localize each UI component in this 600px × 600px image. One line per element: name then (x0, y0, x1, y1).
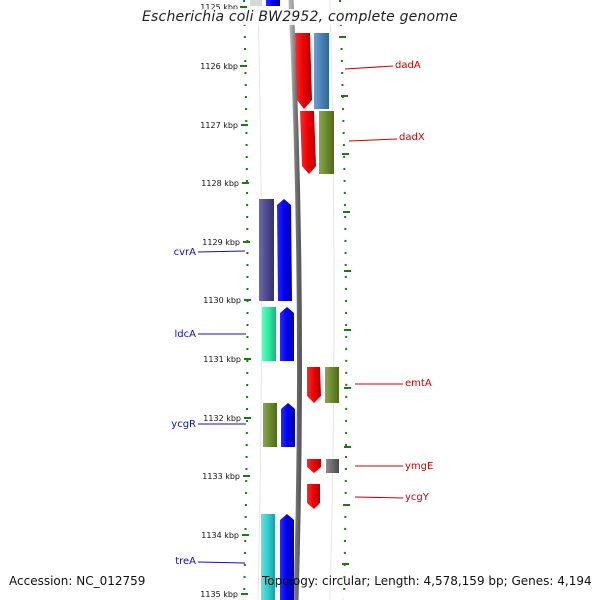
ruler-label: 1126 kbp (200, 62, 238, 71)
gene-label-ycgR[interactable]: ycgR (171, 419, 196, 430)
gene-arrow-dadX[interactable] (300, 111, 316, 174)
cog-bar-emtA (325, 367, 339, 403)
ruler-label: 1132 kbp (203, 414, 241, 423)
cog-bar-ldcA (262, 307, 276, 361)
tick-track-right (339, 0, 348, 600)
cog-bar-ycgR (263, 403, 277, 447)
ruler-label: 1134 kbp (201, 531, 239, 540)
ruler-label: 1129 kbp (202, 238, 240, 247)
gene-arrow-emtA[interactable] (307, 367, 321, 403)
ruler-label: 1128 kbp (201, 179, 239, 188)
gene-label-dadA[interactable]: dadA (395, 60, 421, 71)
gene-arrow-ldcA[interactable] (280, 307, 294, 361)
reverse-strand-genes (295, 33, 339, 509)
accession-text: Accession: NC_012759 (9, 574, 146, 588)
gene-feature-partial (250, 0, 262, 6)
forward-strand-genes (259, 199, 295, 600)
ruler-label: 1133 kbp (202, 472, 240, 481)
ruler-label: 1131 kbp (203, 355, 241, 364)
gene-arrow-ycgR[interactable] (281, 403, 295, 447)
cog-bar-cvrA (259, 199, 274, 301)
map-title: Escherichia coli BW2952, complete genome (0, 9, 600, 25)
gene-arrow-ymgE[interactable] (307, 459, 321, 473)
gene-feature-partial (266, 0, 280, 6)
ruler-label: 1130 kbp (203, 296, 241, 305)
gene-label-ymgE[interactable]: ymgE (405, 461, 433, 472)
ruler-label: 1125 kbp (200, 3, 238, 12)
gene-label-dadX[interactable]: dadX (399, 132, 425, 143)
gene-label-treA[interactable]: treA (175, 556, 196, 567)
gene-label-ldcA[interactable]: ldcA (175, 329, 197, 340)
gene-arrow-cvrA[interactable] (277, 199, 292, 301)
gene-arrow-treA[interactable] (280, 514, 294, 600)
ruler: 1125 kbp 1126 kbp 1127 kbp 1128 kbp 1129… (200, 3, 351, 599)
genome-backbone (288, 0, 303, 600)
gene-arrow-ycgY[interactable] (307, 484, 320, 509)
gene-label-emtA[interactable]: emtA (405, 378, 432, 389)
cog-bar-dadX (319, 111, 334, 174)
gene-arrow-dadA[interactable] (295, 33, 312, 109)
cog-bar-treA (261, 514, 275, 600)
gene-label-ycgY[interactable]: ycgY (405, 492, 430, 503)
cog-bar-dadA (314, 33, 329, 109)
topology-text: Topology: circular; Length: 4,578,159 bp… (262, 574, 592, 588)
cog-bar-ymgE (326, 459, 339, 473)
gene-label-cvrA[interactable]: cvrA (174, 247, 197, 258)
ruler-label: 1135 kbp (200, 590, 238, 599)
inner-guide-right (329, 0, 335, 600)
ruler-label: 1127 kbp (200, 121, 238, 130)
gene-labels: dadA dadX cvrA ldcA emtA ycgR ymgE ycgY … (171, 60, 433, 567)
